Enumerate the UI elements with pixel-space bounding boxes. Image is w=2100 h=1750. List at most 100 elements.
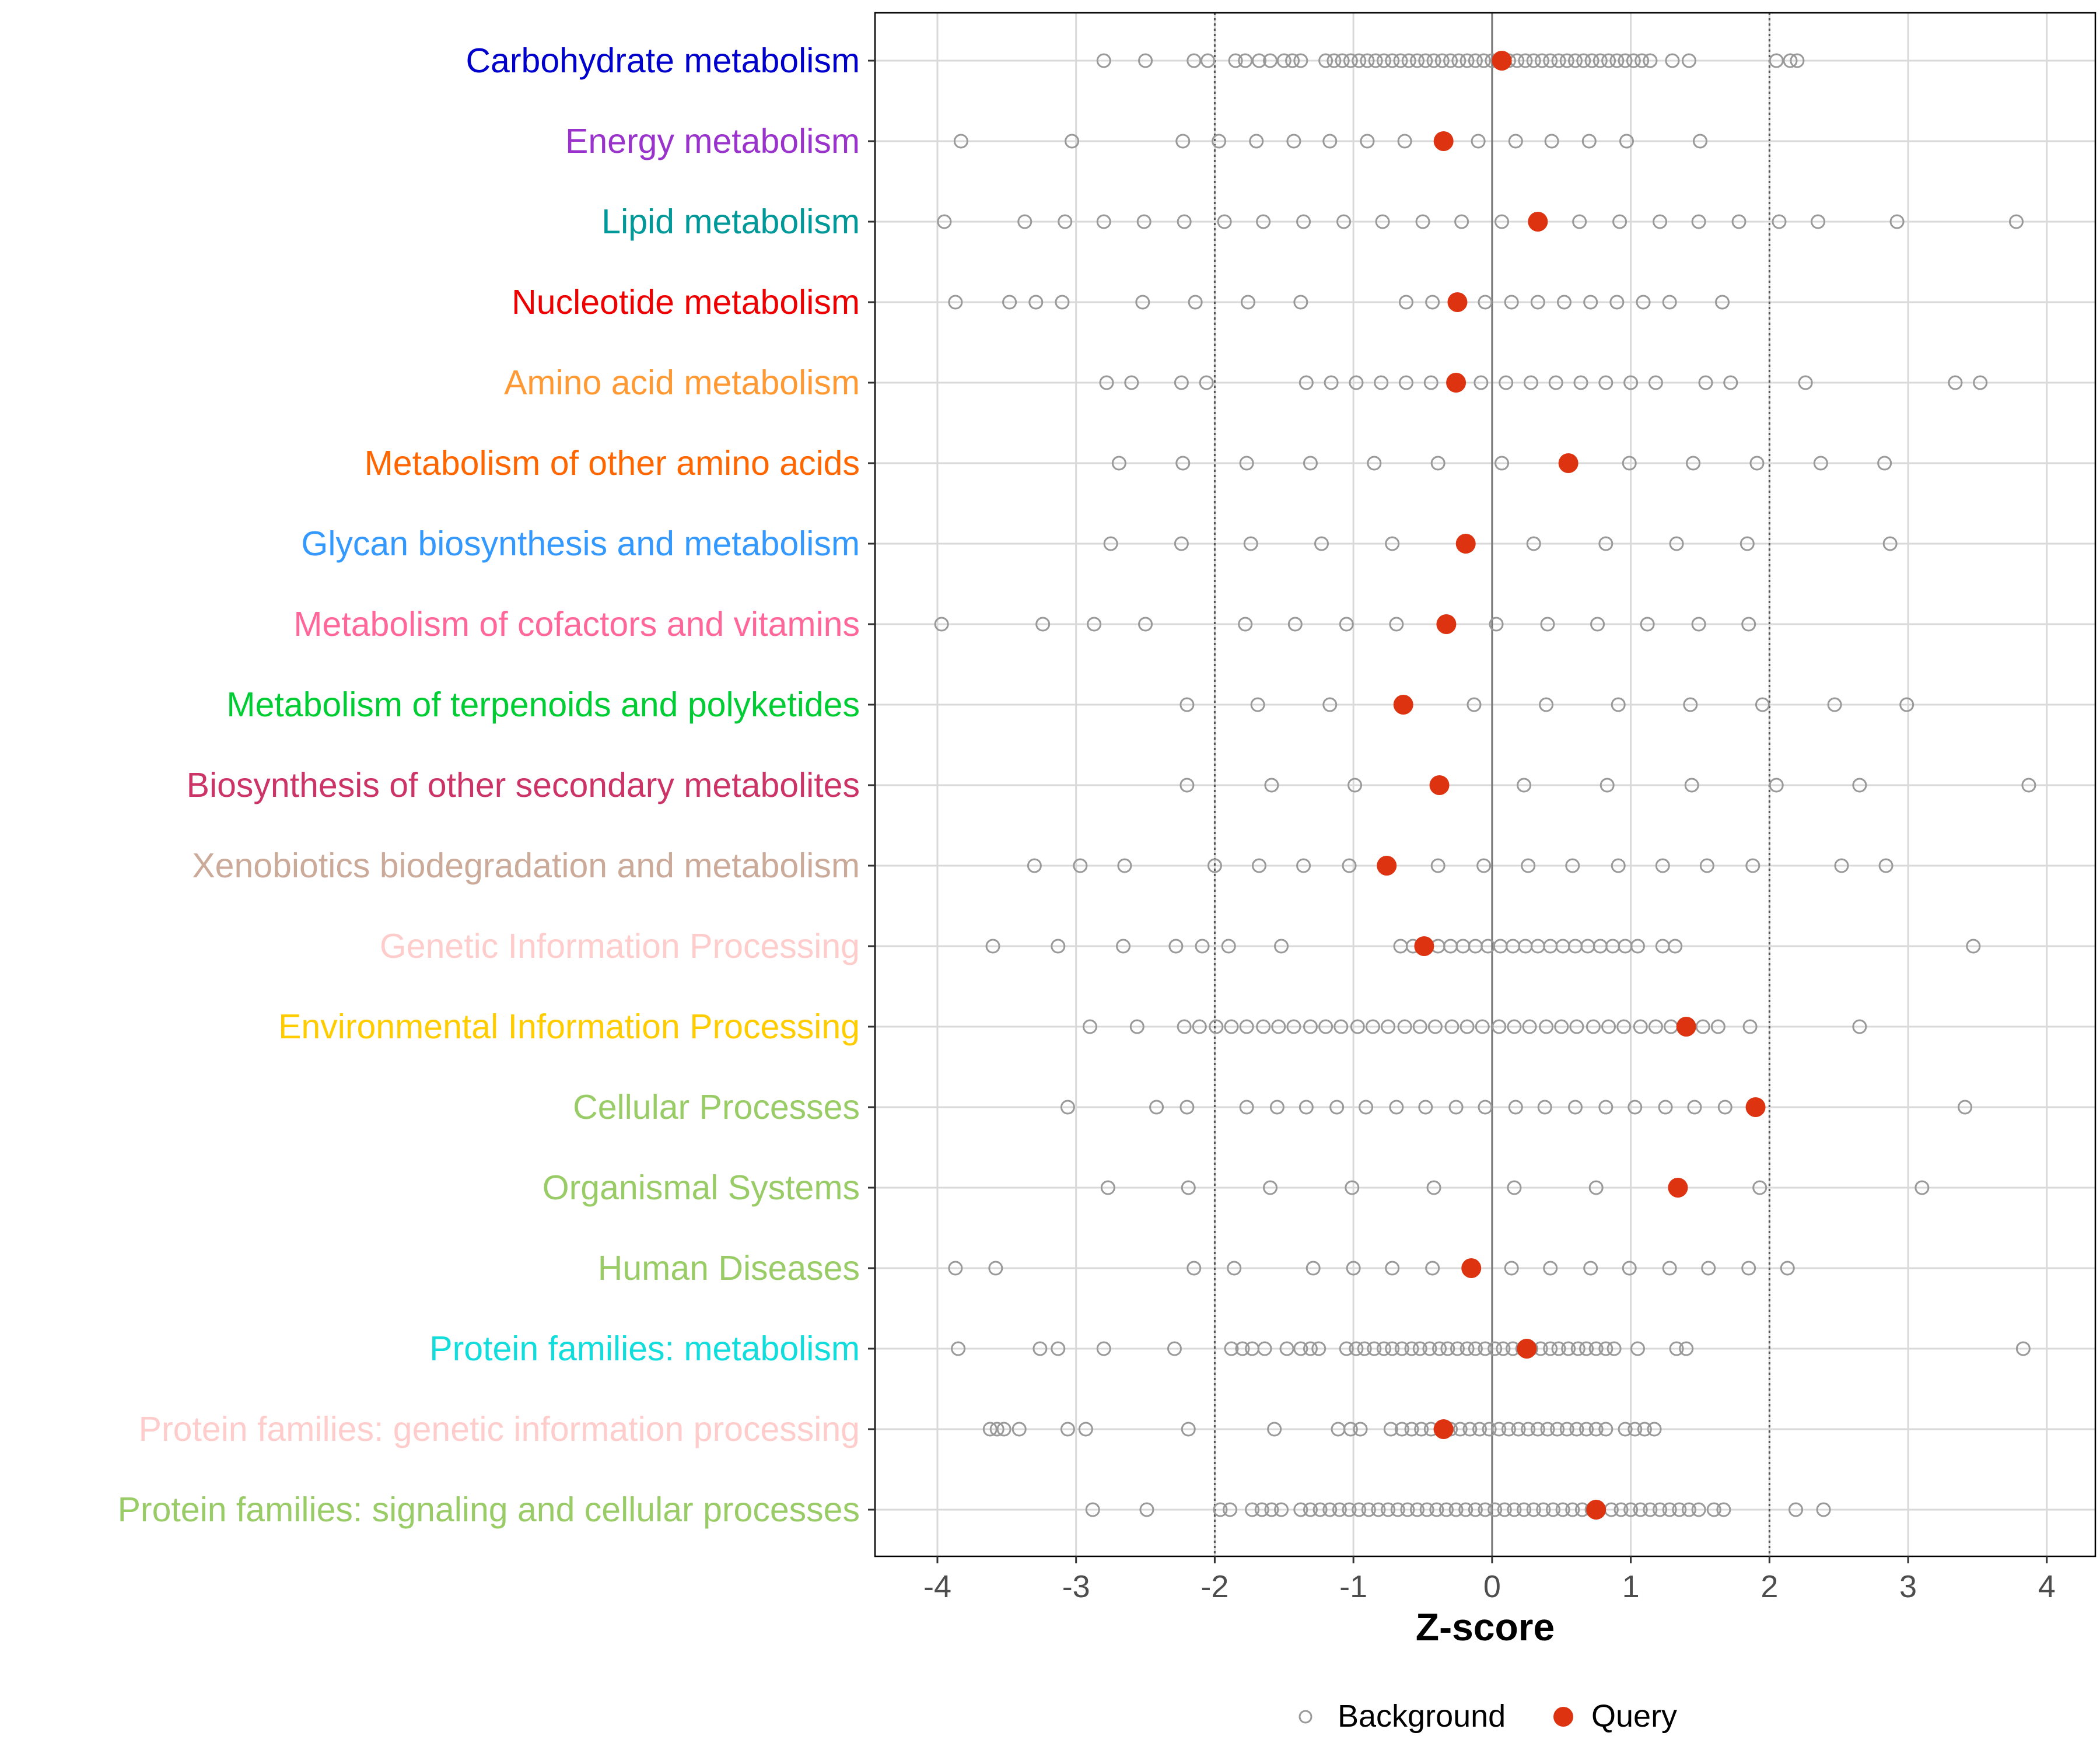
background-point — [1264, 778, 1279, 793]
category-label: Organismal Systems — [542, 1168, 860, 1207]
background-point — [1790, 53, 1805, 68]
background-point — [1488, 1502, 1503, 1517]
background-point — [1948, 375, 1963, 390]
background-point — [1209, 1019, 1224, 1034]
background-point — [1450, 1341, 1465, 1356]
background-point — [1239, 1100, 1254, 1115]
background-point — [1352, 53, 1367, 68]
background-point — [1633, 1502, 1648, 1517]
background-point — [1662, 295, 1677, 310]
background-point — [1882, 536, 1898, 551]
background-point — [1274, 1502, 1289, 1517]
x-tick-label: -2 — [1200, 1569, 1228, 1604]
background-point — [1501, 1422, 1516, 1437]
background-point — [1279, 1341, 1294, 1356]
background-point — [1687, 1100, 1702, 1115]
background-point — [1186, 1261, 1202, 1276]
background-point — [1060, 1422, 1075, 1437]
background-point — [1238, 617, 1253, 632]
background-point — [1349, 1341, 1364, 1356]
background-point — [1598, 375, 1614, 390]
background-point — [1298, 1100, 1314, 1115]
background-point — [1601, 1019, 1616, 1034]
background-point — [1349, 375, 1364, 390]
background-point — [1521, 1422, 1536, 1437]
background-point — [1002, 295, 1017, 310]
background-point — [1334, 1019, 1349, 1034]
background-point — [1507, 1180, 1522, 1195]
background-point — [1723, 375, 1738, 390]
legend-query-label: Query — [1591, 1699, 1677, 1734]
background-point — [1468, 1341, 1483, 1356]
category-label: Genetic Information Processing — [380, 927, 860, 965]
query-point — [1676, 1017, 1696, 1037]
category-row — [948, 292, 1730, 312]
background-point — [1400, 1502, 1415, 1517]
background-point — [1314, 536, 1329, 551]
background-point — [1716, 1502, 1731, 1517]
background-point — [1238, 53, 1253, 68]
category-label: Biosynthesis of other secondary metaboli… — [187, 766, 860, 804]
background-point — [1609, 295, 1625, 310]
background-point — [1383, 1422, 1398, 1437]
category-row — [1085, 1500, 1831, 1520]
background-point — [1973, 375, 1988, 390]
query-point — [1433, 131, 1454, 151]
background-point — [1634, 53, 1650, 68]
background-point — [1322, 1502, 1338, 1517]
background-point — [1099, 375, 1114, 390]
background-point — [1401, 53, 1416, 68]
background-point — [1559, 53, 1574, 68]
background-point — [1397, 1019, 1412, 1034]
category-label: Cellular Processes — [573, 1088, 860, 1126]
background-point — [1249, 134, 1264, 149]
background-point — [1559, 1422, 1574, 1437]
background-point — [1167, 1341, 1182, 1356]
background-point — [1303, 1019, 1318, 1034]
query-point — [1446, 373, 1466, 393]
background-point — [1706, 1502, 1721, 1517]
category-label: Protein families: signaling and cellular… — [118, 1490, 860, 1529]
background-point — [1195, 939, 1210, 954]
background-point — [1504, 295, 1519, 310]
x-tick-label: 3 — [1899, 1569, 1917, 1604]
background-point — [1612, 214, 1628, 229]
background-point — [1619, 134, 1634, 149]
background-point — [1404, 1422, 1419, 1437]
background-point — [1227, 1261, 1242, 1276]
background-point — [1177, 214, 1192, 229]
background-point — [1717, 1100, 1732, 1115]
category-row — [1060, 1097, 1973, 1117]
x-tick-label: 2 — [1760, 1569, 1778, 1604]
background-point — [1224, 1019, 1239, 1034]
background-point — [2008, 214, 2024, 229]
background-point — [1263, 53, 1278, 68]
background-point — [1303, 1502, 1318, 1517]
background-point — [1360, 134, 1375, 149]
background-point — [1686, 456, 1701, 471]
background-point — [1695, 1019, 1710, 1034]
category-label: Human Diseases — [598, 1249, 860, 1287]
background-point — [1494, 214, 1510, 229]
background-point — [1543, 1261, 1558, 1276]
query-point — [1586, 1500, 1606, 1520]
background-point — [1136, 214, 1152, 229]
query-point — [1461, 1258, 1482, 1278]
background-point — [1139, 1502, 1154, 1517]
background-point — [1432, 1341, 1447, 1356]
background-point — [1318, 1019, 1334, 1034]
background-point — [1555, 1502, 1570, 1517]
background-point — [1419, 1502, 1434, 1517]
background-point — [1394, 1341, 1409, 1356]
background-point — [1269, 1100, 1284, 1115]
x-tick-label: -1 — [1339, 1569, 1367, 1604]
gridlines — [875, 13, 2095, 1556]
background-point — [1293, 295, 1308, 310]
background-point — [1285, 53, 1300, 68]
background-point — [1180, 778, 1195, 793]
background-point — [1966, 939, 1981, 954]
query-point — [1745, 1097, 1766, 1117]
background-point — [1250, 697, 1265, 712]
background-point — [953, 134, 968, 149]
